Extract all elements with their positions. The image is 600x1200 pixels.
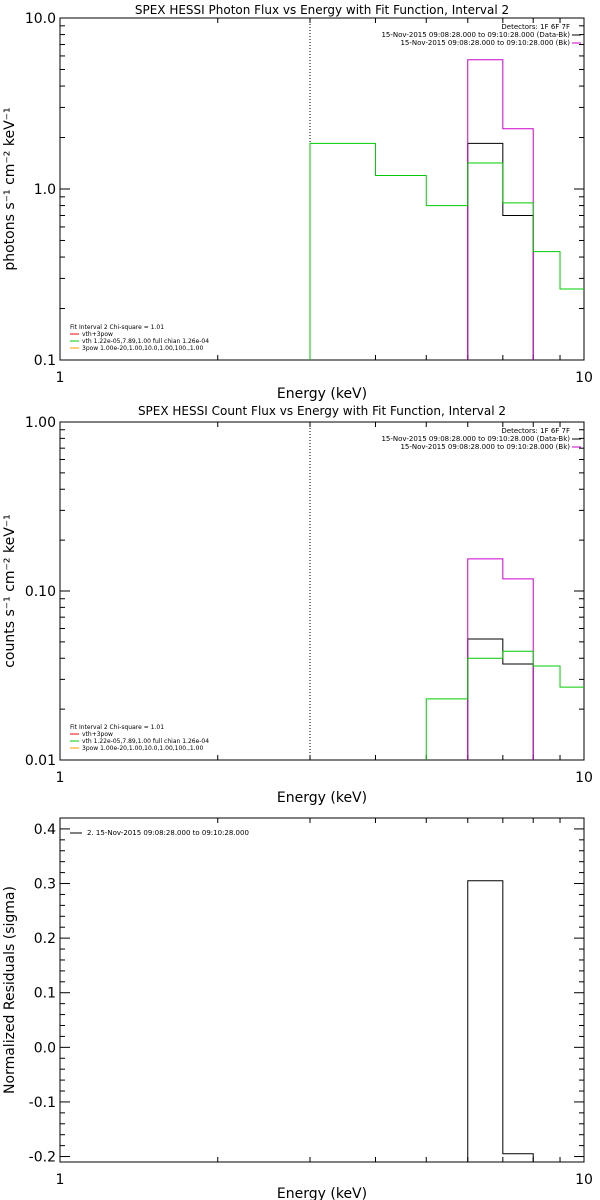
x-tick-label: 10 [575,770,593,786]
y-tick-label: 0.4 [34,822,56,838]
y-tick-label: 0.1 [34,353,56,369]
y-tick-label: 1.0 [34,182,56,198]
x-axis-label: Energy (keV) [277,790,367,806]
legend-text: 3pow 1.00e-20,1.00,10.0,1.00,100.,1.00 [82,745,203,752]
legend-text: Fit Interval 2 Chi-square = 1.01 [70,324,164,331]
series-bk [467,59,534,360]
y-tick-label: 0.2 [34,931,56,947]
legend-text: 3pow 1.00e-20,1.00,10.0,1.00,100.,1.00 [82,345,203,352]
legend-text: Fit Interval 2 Chi-square = 1.01 [70,724,164,731]
series-data-bk [467,638,534,760]
x-axis-label: Energy (keV) [277,386,367,402]
legend-text: 15-Nov-2015 09:08:28.000 to 09:10:28.000… [400,39,570,47]
series-bk [467,558,534,760]
x-axis-label: Energy (keV) [277,1186,367,1200]
legend-text: Detectors: 1F 6F 7F [501,427,570,435]
plot-frame [59,421,585,761]
y-tick-label: -0.2 [29,1150,56,1166]
y-axis-label: photons s⁻¹ cm⁻² keV⁻¹ [2,107,18,270]
chart-title: SPEX HESSI Photon Flux vs Energy with Fi… [135,3,509,17]
y-tick-label: 0.1 [34,986,56,1002]
legend-text: 2. 15-Nov-2015 09:08:28.000 to 09:10:28.… [87,829,249,837]
x-tick-label: 10 [575,370,593,386]
y-tick-label: -0.1 [29,1095,56,1111]
x-tick-label: 1 [56,770,65,786]
plot-frame [59,17,585,361]
series-residuals [467,880,534,1162]
legend-text: 15-Nov-2015 09:08:28.000 to 09:10:28.000… [381,435,570,443]
plot-frame [59,817,585,1163]
legend-text: 15-Nov-2015 09:08:28.000 to 09:10:28.000… [381,31,570,39]
legend-text: vth 1.22e-05,7.89,1.00 full chian 1.26e-… [82,738,209,745]
x-tick-label: 1 [56,370,65,386]
y-tick-label: 10.0 [25,11,56,27]
y-tick-label: 0.3 [34,877,56,893]
series-vth [309,142,584,360]
y-tick-label: 0.10 [25,584,56,600]
series-vth [425,650,584,760]
chart-title: SPEX HESSI Count Flux vs Energy with Fit… [138,404,506,418]
series-data-bk [467,142,534,360]
y-tick-label: 1.00 [25,415,56,431]
x-tick-label: 10 [575,1172,593,1188]
legend-text: vth+3pow [82,731,113,738]
y-tick-label: 0.0 [34,1040,56,1056]
x-tick-label: 1 [56,1172,65,1188]
legend-text: 15-Nov-2015 09:08:28.000 to 09:10:28.000… [400,443,570,451]
legend-text: Detectors: 1F 6F 7F [501,23,570,31]
y-axis-label: counts s⁻¹ cm⁻² keV⁻¹ [2,514,18,668]
y-axis-label: Normalized Residuals (sigma) [2,886,18,1094]
y-tick-label: 0.01 [25,753,56,769]
legend-text: vth 1.22e-05,7.89,1.00 full chian 1.26e-… [82,338,209,345]
legend-text: vth+3pow [82,331,113,338]
